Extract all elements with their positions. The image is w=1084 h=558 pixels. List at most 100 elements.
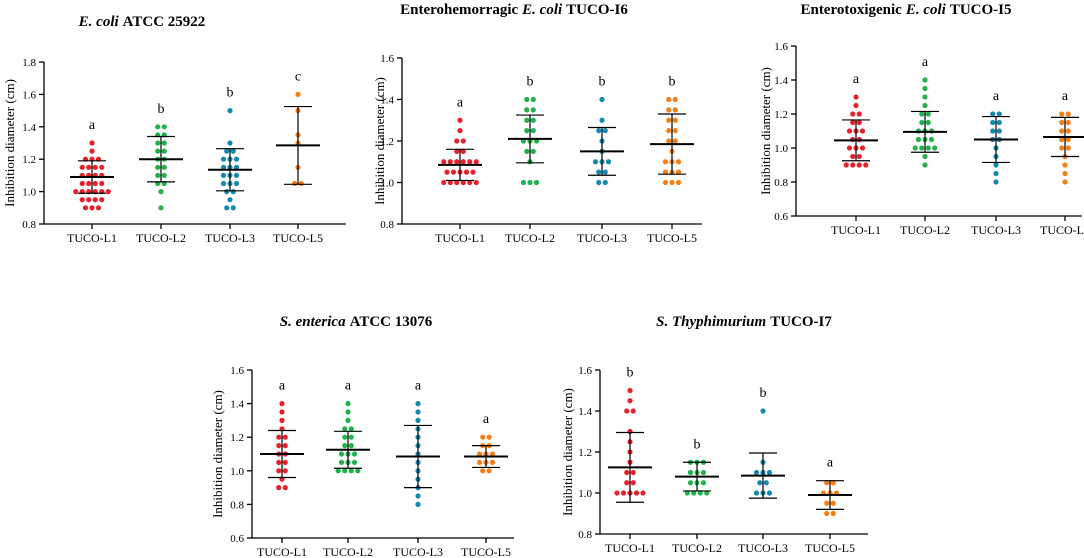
data-point: [279, 417, 285, 423]
y-tick-label: 1.2: [774, 109, 788, 121]
data-point: [859, 145, 866, 151]
data-point: [444, 169, 450, 175]
plot-area: 0.6 0.8 1.0 1.2 1.4 1.6 Inhibition diameter (c…: [210, 365, 514, 558]
data-point: [624, 469, 630, 476]
data-point: [155, 148, 161, 154]
data-point: [457, 117, 463, 123]
data-point: [99, 164, 105, 170]
data-point: [282, 459, 288, 465]
data-point: [520, 179, 527, 186]
data-point: [675, 169, 682, 175]
y-tick-label: 1.6: [22, 89, 36, 101]
data-point: [596, 169, 602, 175]
data-point: [1062, 179, 1068, 185]
data-point: [640, 490, 646, 496]
data-point: [1059, 119, 1065, 126]
significance-letter: b: [669, 75, 676, 90]
plot-area: 0.8 1.0 1.2 1.4 1.6 Inhibition diameter (cm) T…: [372, 53, 702, 245]
data-point: [530, 107, 536, 113]
y-tick-label: 1.4: [22, 122, 36, 134]
y-tick-label: 0.8: [578, 529, 592, 541]
data-point: [602, 128, 608, 134]
data-point: [279, 409, 285, 415]
y-axis-label: Inhibition diameter (cm): [2, 79, 17, 207]
data-point: [99, 197, 105, 203]
data-point: [348, 468, 354, 474]
data-point: [155, 164, 161, 170]
data-point: [524, 148, 530, 154]
data-point: [463, 169, 470, 175]
data-point: [990, 128, 996, 134]
data-point: [922, 77, 928, 83]
data-point: [476, 459, 483, 465]
data-point: [996, 111, 1002, 117]
data-point: [338, 451, 345, 457]
significance-letter: a: [279, 379, 286, 394]
data-point: [530, 96, 536, 103]
data-point: [355, 468, 361, 474]
data-point: [846, 128, 853, 134]
y-tick-label: 1.0: [380, 178, 394, 190]
data-point: [227, 197, 233, 203]
data-point: [342, 468, 348, 474]
y-tick-label: 0.8: [22, 219, 36, 231]
data-point: [1059, 145, 1065, 151]
data-point: [850, 153, 856, 160]
data-point: [227, 108, 233, 114]
data-point: [342, 443, 348, 449]
data-point: [856, 119, 862, 126]
chart-ecoli-atcc25922: E. coli ATCC 25922 0.8 1.0 1.2 1.4 1.6 1.8 Inhi…: [2, 14, 346, 245]
data-point: [596, 128, 602, 134]
x-tick-label: TUCO-L3: [577, 231, 627, 245]
chart-etec-tuco-i5: Enterotoxigenic E. coli TUCO-I5 0.6 0.8 1.0 1…: [758, 2, 1084, 237]
data-point: [993, 170, 999, 177]
data-point: [993, 162, 999, 168]
data-point: [700, 480, 707, 486]
data-point: [276, 434, 282, 440]
data-point: [592, 159, 599, 165]
data-point: [233, 164, 240, 170]
data-point: [830, 510, 836, 517]
data-point: [155, 124, 161, 130]
data-point: [672, 117, 678, 123]
data-point: [279, 401, 285, 407]
data-point: [276, 443, 282, 449]
x-tick-label: TUCO-L3: [738, 541, 788, 555]
data-point: [919, 145, 925, 151]
y-tick-label: 1.4: [380, 95, 394, 107]
data-point: [415, 409, 421, 415]
data-point: [753, 469, 760, 476]
significance-letter: a: [345, 379, 352, 394]
data-point: [633, 490, 640, 496]
data-point: [1065, 145, 1071, 151]
data-point: [233, 180, 240, 187]
data-point: [230, 189, 236, 195]
data-point: [596, 179, 602, 186]
y-axis-label: Inhibition diameter (cm): [560, 388, 575, 516]
data-point: [996, 128, 1002, 134]
significance-letter: a: [1062, 89, 1069, 104]
significance-letter: a: [457, 95, 464, 110]
data-point: [158, 189, 164, 195]
chart-title: S. enterica ATCC 13076: [280, 314, 433, 330]
data-point: [86, 164, 92, 170]
data-point: [533, 179, 540, 186]
significance-letter: a: [483, 412, 490, 427]
data-point: [457, 128, 463, 134]
significance-letter: a: [827, 456, 834, 471]
data-point: [925, 111, 931, 117]
data-point: [1065, 119, 1071, 126]
data-point: [627, 387, 633, 394]
data-point: [599, 117, 605, 123]
data-point: [1065, 136, 1071, 143]
data-point: [486, 434, 492, 440]
data-point: [925, 119, 931, 126]
data-point: [224, 189, 230, 195]
y-tick-label: 1.2: [578, 447, 592, 459]
data-point: [447, 179, 453, 186]
data-point: [441, 159, 447, 165]
data-point: [79, 197, 85, 203]
data-point: [922, 85, 928, 92]
data-point: [766, 490, 773, 496]
data-point: [233, 156, 240, 162]
